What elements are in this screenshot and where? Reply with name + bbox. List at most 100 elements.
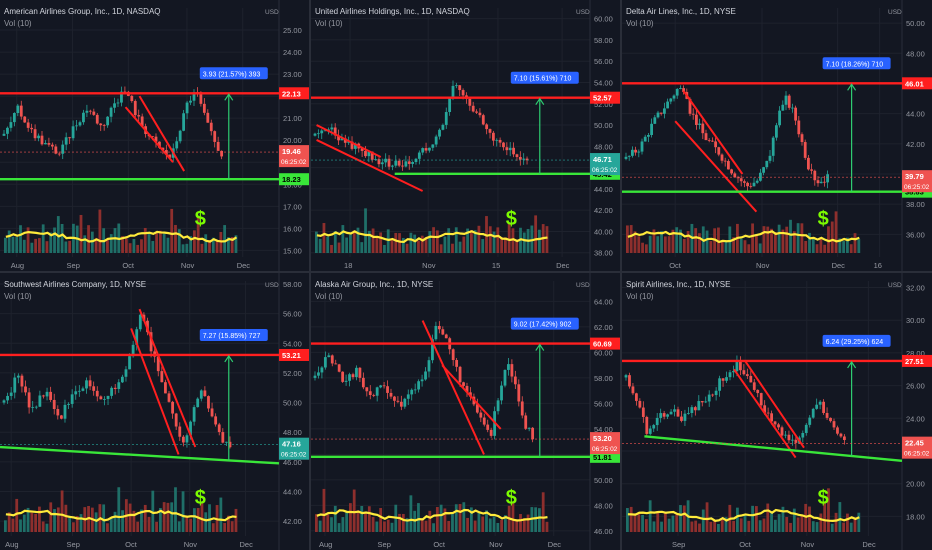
candle — [768, 155, 772, 161]
candle — [68, 137, 72, 139]
volume-bar — [846, 237, 849, 253]
candle — [673, 409, 676, 412]
volume-bar — [739, 238, 743, 253]
wedge-line-lower — [421, 320, 485, 455]
volume-bar — [420, 519, 424, 532]
measure-label: 7.27 (15.85%) 727 — [203, 333, 261, 340]
candle — [687, 413, 690, 414]
candle — [515, 154, 519, 158]
volume-bar — [637, 236, 641, 253]
volume-bar — [709, 521, 713, 532]
y-tick-label: 58.00 — [594, 36, 613, 45]
candle — [640, 141, 644, 152]
y-tick-label: 48.00 — [594, 142, 613, 151]
candle — [624, 156, 628, 159]
measure-arrowhead — [847, 360, 857, 369]
volume-bar — [181, 491, 185, 532]
candle — [64, 137, 68, 145]
candle — [196, 398, 200, 408]
chart-panel-dal[interactable]: 50.0048.0046.0044.0042.0040.0038.0036.00… — [622, 0, 932, 271]
candle — [816, 180, 820, 184]
x-tick-label: Nov — [756, 261, 770, 270]
volume-bar — [333, 231, 337, 253]
candle — [803, 142, 807, 158]
candle — [707, 394, 711, 402]
candle — [351, 374, 355, 378]
y-tick-label: 44.00 — [283, 488, 302, 497]
volume-bar — [720, 239, 724, 253]
candle — [818, 401, 822, 405]
volume-bar — [4, 237, 7, 253]
chart-panel-alk[interactable]: 64.0062.0060.0058.0056.0054.0052.0050.00… — [311, 273, 620, 550]
candle — [759, 172, 762, 181]
volume-indicator-label: Vol (10) — [626, 292, 654, 301]
candle — [124, 369, 128, 377]
volume-bar — [466, 228, 469, 253]
chart-panel-ual[interactable]: 60.0058.0056.0054.0052.0050.0048.0046.00… — [311, 0, 620, 271]
volume-bar — [11, 518, 15, 532]
currency-label: USD — [576, 282, 590, 289]
volume-bar — [200, 502, 204, 532]
volume-bar — [629, 225, 633, 253]
volume-bar — [53, 509, 56, 532]
volume-bar — [405, 518, 409, 532]
volume-bar — [458, 241, 462, 253]
support-line — [644, 435, 903, 463]
measure-label: 7.10 (18.26%) 710 — [826, 61, 884, 68]
candle — [663, 108, 666, 114]
volume-bar — [777, 224, 781, 253]
candle — [413, 389, 417, 391]
y-tick-label: 48.00 — [906, 49, 925, 58]
candle — [732, 371, 735, 373]
volume-bar — [208, 240, 211, 253]
candle — [178, 426, 182, 437]
volume-bar — [394, 232, 398, 253]
last-price-tag-box — [902, 436, 932, 459]
volume-bar — [732, 237, 736, 253]
volume-bar — [701, 509, 705, 532]
resistance-price-tag-box — [279, 348, 309, 361]
candle — [683, 413, 687, 421]
candle — [468, 98, 472, 106]
candle — [375, 387, 379, 396]
y-tick-label: 56.00 — [594, 399, 613, 408]
x-tick-label: Nov — [422, 261, 436, 270]
measure-arrowhead — [224, 93, 234, 101]
chart-panel-save[interactable]: 32.0030.0028.0026.0024.0022.0020.0018.00… — [622, 273, 932, 550]
candle — [648, 428, 652, 434]
y-tick-label: 60.00 — [594, 348, 613, 357]
candle — [52, 399, 56, 410]
volume-indicator-label: Vol (10) — [315, 292, 343, 301]
y-tick-label: 50.00 — [594, 476, 613, 485]
volume-bar — [830, 523, 834, 532]
volume-bar — [648, 235, 652, 253]
candle — [348, 374, 351, 381]
x-tick-label: Nov — [489, 540, 503, 549]
candle — [54, 146, 58, 154]
volume-bar — [227, 515, 230, 532]
chart-panel-aal[interactable]: 25.0024.0023.0022.0021.0020.0019.0018.00… — [0, 0, 309, 271]
volume-bar — [511, 228, 515, 253]
y-tick-label: 48.00 — [283, 428, 302, 437]
volume-moving-average — [5, 230, 238, 243]
y-tick-label: 26.00 — [906, 382, 925, 391]
candle — [120, 376, 124, 383]
candle — [739, 361, 742, 371]
candle — [45, 391, 49, 397]
volume-bar — [469, 507, 473, 532]
dollar-sign-icon: $ — [195, 208, 206, 230]
candle — [489, 429, 493, 436]
volume-bar — [177, 229, 181, 253]
candle — [160, 371, 164, 383]
chart-panel-luv[interactable]: 58.00 56.00 54.00 52.00 50.00 48.00 46.00 44.00… — [0, 273, 309, 550]
candle — [420, 379, 424, 382]
y-tick-label: 24.00 — [283, 48, 302, 57]
candle — [404, 161, 408, 167]
candle — [399, 401, 403, 407]
candle — [733, 173, 737, 178]
volume-bar — [79, 514, 83, 532]
volume-bar — [330, 517, 333, 532]
candle — [397, 160, 401, 166]
candle — [488, 129, 492, 133]
candle — [777, 424, 780, 428]
